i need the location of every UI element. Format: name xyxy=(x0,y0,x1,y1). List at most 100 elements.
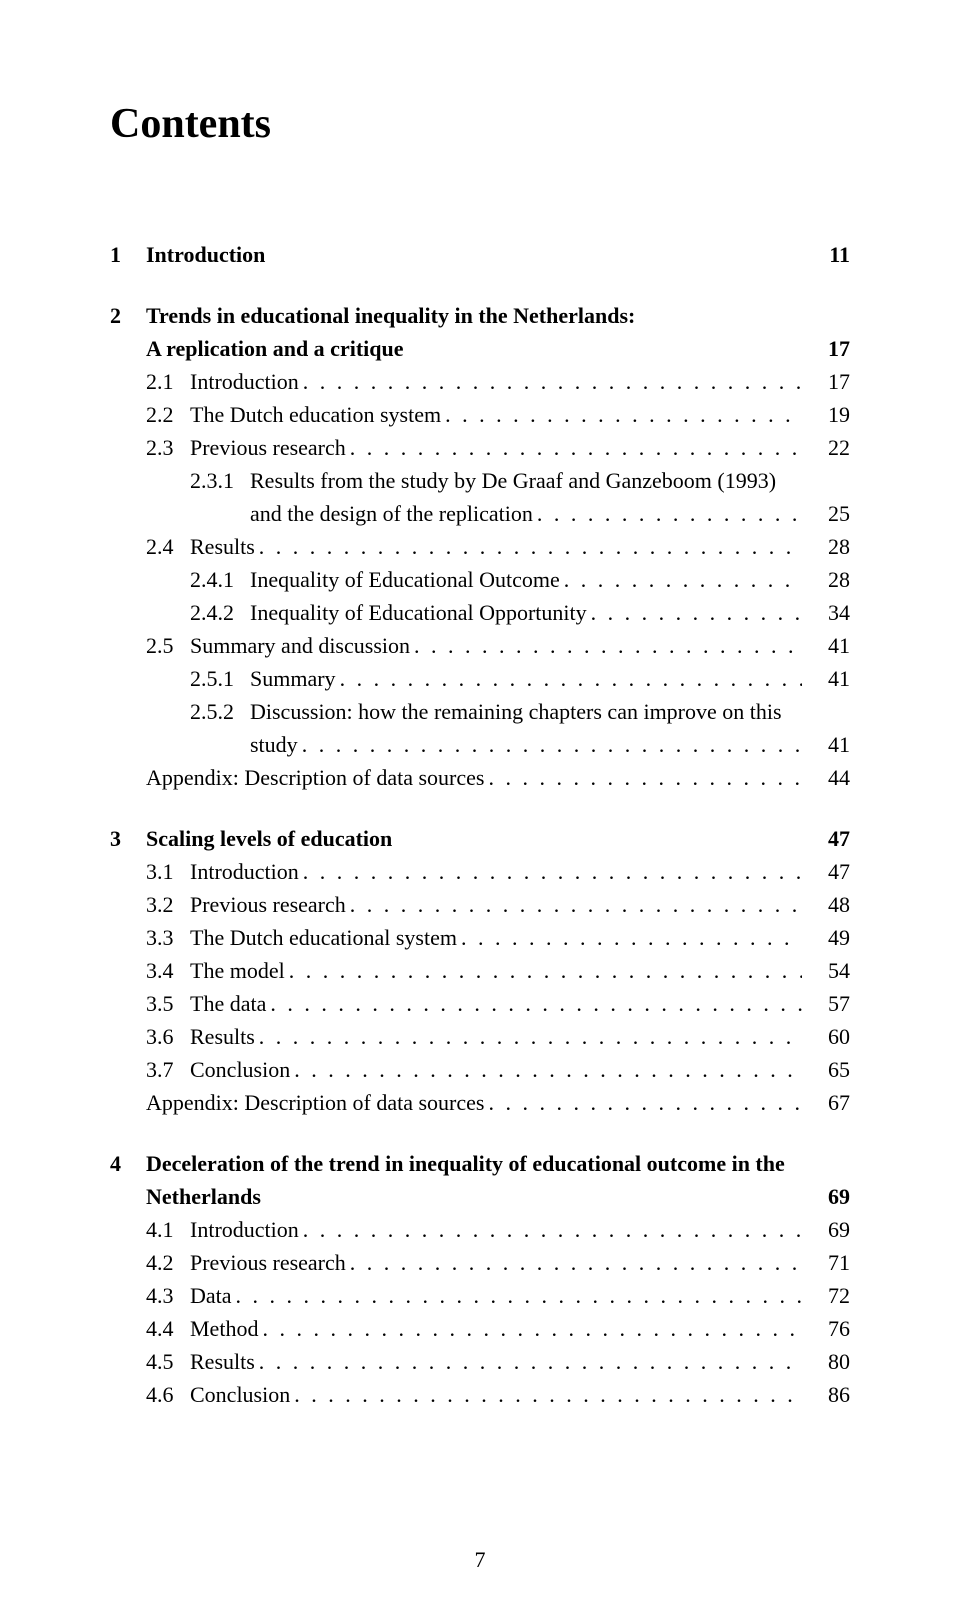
entry-page: 80 xyxy=(802,1345,850,1378)
entry-number: 4.5 xyxy=(110,1345,190,1378)
contents-title: Contents xyxy=(110,100,850,148)
chapter-title: Introduction xyxy=(146,242,265,267)
toc-entry: 2.5Summary and discussion . . . . . . . … xyxy=(110,629,850,662)
leader-dots: . . . . . . . . . . . . . . . . . . . . … xyxy=(336,662,802,695)
chapter-heading-cont: A replication and a critique 17 xyxy=(110,332,850,365)
entry-number: 4.3 xyxy=(110,1279,190,1312)
entry-label: Summary and discussion xyxy=(190,629,410,662)
leader-dots: . . . . . . . . . . . . . . . . . . . . … xyxy=(484,761,802,794)
entry-page: 28 xyxy=(802,530,850,563)
entry-label: The data xyxy=(190,987,266,1020)
entry-page: 67 xyxy=(802,1086,850,1119)
chapter-title-cont: Netherlands xyxy=(146,1180,261,1213)
entry-page: 76 xyxy=(802,1312,850,1345)
entry-label: The model xyxy=(190,954,285,987)
entry-label: Method xyxy=(190,1312,258,1345)
entry-number: 3.3 xyxy=(110,921,190,954)
entry-page: 57 xyxy=(802,987,850,1020)
toc-entry: 2.4.2Inequality of Educational Opportuni… xyxy=(110,596,850,629)
entry-number: 2.2 xyxy=(110,398,190,431)
chapter-heading-cont: Netherlands69 xyxy=(110,1180,850,1213)
entry-label: Previous research xyxy=(190,1246,346,1279)
entry-page: 60 xyxy=(802,1020,850,1053)
chapter-page: 11 xyxy=(802,238,850,271)
entry-page: 65 xyxy=(802,1053,850,1086)
toc-entry: 2.5.2Discussion: how the remaining chapt… xyxy=(110,695,850,728)
toc-entry: Appendix: Description of data sources . … xyxy=(110,1086,850,1119)
toc-entry: 4.5Results . . . . . . . . . . . . . . .… xyxy=(110,1345,850,1378)
entry-label-cont: and the design of the replication xyxy=(250,497,533,530)
entry-label: Results xyxy=(190,530,255,563)
entry-label: Introduction xyxy=(190,855,299,888)
entry-label: Results from the study by De Graaf and G… xyxy=(250,464,776,497)
entry-page: 69 xyxy=(802,1213,850,1246)
toc-entry: 4.4Method . . . . . . . . . . . . . . . … xyxy=(110,1312,850,1345)
leader-dots: . . . . . . . . . . . . . . . . . . . . … xyxy=(298,728,802,761)
entry-number: 3.4 xyxy=(110,954,190,987)
leader-dots: . . . . . . . . . . . . . . . . . . . . … xyxy=(232,1279,802,1312)
entry-number: 3.1 xyxy=(110,855,190,888)
leader-dots: . . . . . . . . . . . . . . . . . . . . … xyxy=(255,1020,802,1053)
entry-page: 41 xyxy=(802,728,850,761)
leader-dots: . . . . . . . . . . . . . . . . . . . . … xyxy=(258,1312,802,1345)
leader-dots: . . . . . . . . . . . . . . . . . . . . … xyxy=(560,563,802,596)
page-number: 7 xyxy=(0,1547,960,1573)
toc-entry: Appendix: Description of data sources . … xyxy=(110,761,850,794)
leader-dots: . . . . . . . . . . . . . . . . . . . . … xyxy=(266,987,802,1020)
entry-label: Inequality of Educational Outcome xyxy=(250,563,560,596)
entry-page: 34 xyxy=(802,596,850,629)
toc-entry: 2.2The Dutch education system . . . . . … xyxy=(110,398,850,431)
leader-dots: . . . . . . . . . . . . . . . . . . . . … xyxy=(346,888,802,921)
entry-label: Introduction xyxy=(190,1213,299,1246)
entry-number: 2.4.1 xyxy=(110,563,250,596)
entry-label: Appendix: Description of data sources xyxy=(146,1086,484,1119)
entry-page: 49 xyxy=(802,921,850,954)
chapter-title-cont: A replication and a critique xyxy=(146,332,404,365)
toc-entry: 3.6Results . . . . . . . . . . . . . . .… xyxy=(110,1020,850,1053)
entry-page: 72 xyxy=(802,1279,850,1312)
entry-page: 19 xyxy=(802,398,850,431)
page: Contents 1Introduction112Trends in educa… xyxy=(0,0,960,1623)
entry-number: 2.3 xyxy=(110,431,190,464)
toc-entry: 2.4.1Inequality of Educational Outcome .… xyxy=(110,563,850,596)
entry-label: The Dutch education system xyxy=(190,398,441,431)
chapter-page: 17 xyxy=(802,332,850,365)
toc-entry: 2.5.1Summary . . . . . . . . . . . . . .… xyxy=(110,662,850,695)
entry-label: Conclusion xyxy=(190,1053,290,1086)
toc-entry: 4.2Previous research . . . . . . . . . .… xyxy=(110,1246,850,1279)
leader-dots: . . . . . . . . . . . . . . . . . . . . … xyxy=(299,855,802,888)
entry-label: Previous research xyxy=(190,888,346,921)
chapter-number: 3 xyxy=(110,822,146,855)
chapter-number: 4 xyxy=(110,1147,146,1180)
entry-page: 25 xyxy=(802,497,850,530)
toc-entry: 3.4The model . . . . . . . . . . . . . .… xyxy=(110,954,850,987)
leader-dots: . . . . . . . . . . . . . . . . . . . . … xyxy=(484,1086,802,1119)
leader-dots: . . . . . . . . . . . . . . . . . . . . … xyxy=(587,596,802,629)
chapter-title: Deceleration of the trend in inequality … xyxy=(146,1151,785,1176)
leader-dots: . . . . . . . . . . . . . . . . . . . . … xyxy=(290,1378,802,1411)
entry-page: 44 xyxy=(802,761,850,794)
entry-label: Appendix: Description of data sources xyxy=(146,761,484,794)
toc-entry: 3.5The data . . . . . . . . . . . . . . … xyxy=(110,987,850,1020)
toc-entry-cont: and the design of the replication . . . … xyxy=(110,497,850,530)
entry-page: 22 xyxy=(802,431,850,464)
entry-number: 2.1 xyxy=(110,365,190,398)
entry-number: 4.4 xyxy=(110,1312,190,1345)
leader-dots: . . . . . . . . . . . . . . . . . . . . … xyxy=(299,365,802,398)
toc-entry: 2.3Previous research . . . . . . . . . .… xyxy=(110,431,850,464)
chapter-heading: 3Scaling levels of education47 xyxy=(110,822,850,855)
entry-number: 2.4 xyxy=(110,530,190,563)
toc-entry: 2.3.1Results from the study by De Graaf … xyxy=(110,464,850,497)
chapter-heading: 1Introduction11 xyxy=(110,238,850,271)
toc-entry: 3.7Conclusion . . . . . . . . . . . . . … xyxy=(110,1053,850,1086)
entry-label: Summary xyxy=(250,662,336,695)
toc-entry: 2.1Introduction . . . . . . . . . . . . … xyxy=(110,365,850,398)
leader-dots: . . . . . . . . . . . . . . . . . . . . … xyxy=(255,1345,802,1378)
entry-label: Previous research xyxy=(190,431,346,464)
toc-entry: 4.1Introduction . . . . . . . . . . . . … xyxy=(110,1213,850,1246)
entry-number: 4.2 xyxy=(110,1246,190,1279)
entry-label: The Dutch educational system xyxy=(190,921,457,954)
toc-entry: 2.4Results . . . . . . . . . . . . . . .… xyxy=(110,530,850,563)
entry-page: 28 xyxy=(802,563,850,596)
entry-number: 2.3.1 xyxy=(110,464,250,497)
